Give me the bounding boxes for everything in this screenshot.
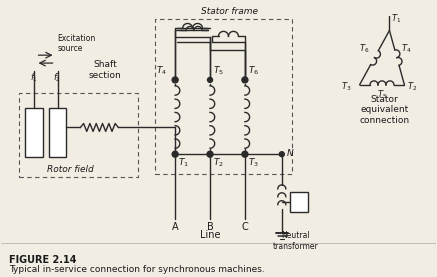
Text: FIGURE 2.14: FIGURE 2.14 (9, 255, 76, 265)
Bar (290, 192, 308, 212)
Text: $T_4$: $T_4$ (156, 65, 167, 77)
Text: $f_1$: $f_1$ (30, 71, 38, 83)
Text: B: B (207, 222, 213, 232)
Text: $T_2$: $T_2$ (213, 156, 224, 169)
Text: Shaft
section: Shaft section (89, 60, 122, 79)
Text: $T_5$: $T_5$ (377, 89, 387, 101)
Text: $T_3$: $T_3$ (341, 81, 352, 93)
Bar (155, 19, 292, 174)
Circle shape (208, 78, 212, 82)
Text: Stator
equivalent
connection: Stator equivalent connection (359, 95, 409, 125)
Text: Line: Line (200, 230, 220, 240)
Text: $T_3$: $T_3$ (248, 156, 259, 169)
Text: A: A (172, 222, 178, 232)
Circle shape (172, 77, 178, 83)
Text: Excitation
source: Excitation source (58, 34, 96, 53)
Text: Typical in-service connection for synchronous machines.: Typical in-service connection for synchr… (9, 265, 264, 274)
Text: Rotor field: Rotor field (47, 165, 94, 174)
Text: C: C (242, 222, 248, 232)
Bar (49, 108, 66, 157)
Text: $T_6$: $T_6$ (359, 42, 370, 55)
Bar (19, 93, 138, 177)
Text: $T_2$: $T_2$ (407, 81, 418, 93)
Circle shape (242, 151, 248, 157)
Circle shape (279, 152, 284, 157)
Circle shape (242, 77, 248, 83)
Text: $T_4$: $T_4$ (401, 42, 412, 55)
Text: $N$: $N$ (286, 147, 294, 158)
Text: $T_1$: $T_1$ (392, 12, 402, 25)
Text: Stator frame: Stator frame (201, 7, 258, 16)
Text: Neutral
transformer: Neutral transformer (273, 231, 319, 251)
Text: $T_5$: $T_5$ (213, 65, 224, 77)
Circle shape (172, 151, 178, 157)
Text: $T_1$: $T_1$ (178, 156, 189, 169)
Circle shape (207, 151, 213, 157)
Text: $T_6$: $T_6$ (248, 65, 259, 77)
Text: $f_2$: $f_2$ (53, 71, 62, 83)
Bar (24, 108, 42, 157)
